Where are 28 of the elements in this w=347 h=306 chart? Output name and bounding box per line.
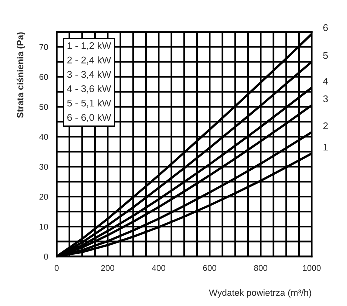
series-label: 3 [323,96,328,103]
series-label: 5 [323,52,328,60]
annotation: 4 - 3,6 kW [67,85,112,94]
series-label: 2 [324,122,328,130]
annotation: 2 - 2,4 kW [68,56,112,65]
series-label: 1 [324,144,328,151]
series-label: 4 [323,78,328,85]
x-tick-label: 0 [54,265,59,272]
annotation: 1 - 1,2 kW [68,42,112,51]
y-tick-label: 70 [40,44,48,50]
annotation: 6 - 6,0 kW [68,114,112,122]
y-tick-label: 30 [40,164,48,170]
x-tick-label: 800 [254,265,268,272]
x-tick-label: 400 [152,265,166,272]
y-tick-label: 20 [40,194,48,200]
annotation: 3 - 3,4 kW [67,70,112,80]
y-tick-label: 0 [44,254,48,260]
y-axis-title: Strata ciśnienia (Pa) [16,32,26,118]
y-tick-label: 50 [40,104,48,110]
y-tick-label: 10 [40,224,48,230]
y-tick-label: 60 [40,74,48,80]
x-axis-title: Wydatek powietrza (m³/h) [209,290,312,298]
x-tick-label: 600 [203,265,217,272]
x-tick-label: 1000 [303,265,321,272]
x-tick-label: 200 [101,265,115,272]
annotation: 5 - 5,1 kW [68,100,112,108]
y-tick-label: 40 [40,134,48,140]
series-label: 6 [324,24,328,32]
